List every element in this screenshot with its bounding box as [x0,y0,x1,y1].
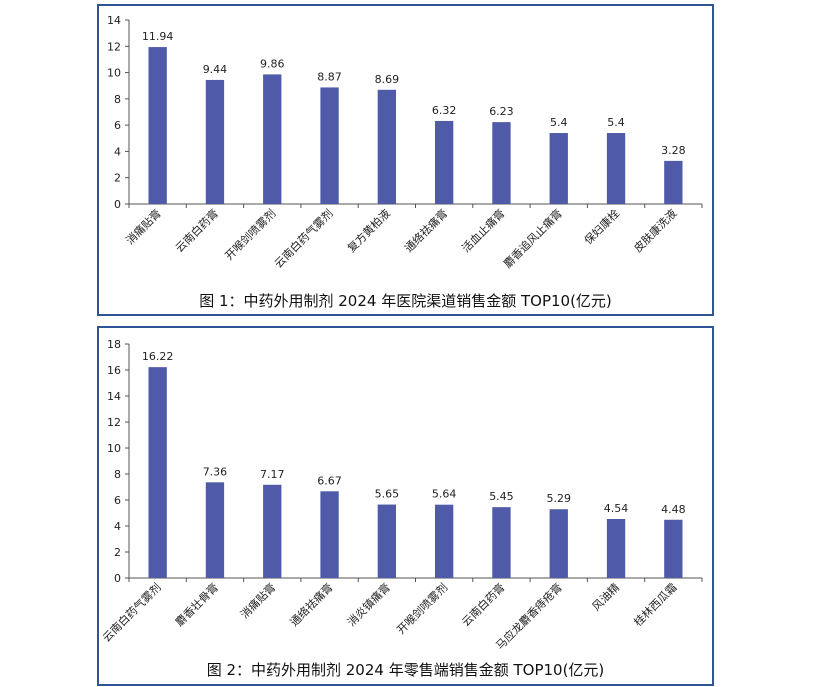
chart2-y-tick-label: 2 [114,546,121,559]
chart1-data-label: 6.23 [489,105,514,118]
chart2-x-tick-label: 麝香壮骨膏 [172,580,221,629]
chart2-bar [606,518,626,578]
chart1-bar [205,79,225,204]
chart1-bar [377,89,397,204]
chart1-y-tick-label: 6 [114,119,121,132]
chart2-bar [320,491,339,578]
chart1-data-label: 11.94 [142,30,174,43]
chart1-data-label: 8.69 [375,73,400,86]
chart1-bar [606,133,626,204]
chart2-data-label: 16.22 [142,350,174,363]
chart2-data-label: 5.29 [547,492,572,505]
chart2-x-tick-label: 消炎镇痛膏 [344,580,393,629]
chart-1-caption: 图 1：中药外用制剂 2024 年医院渠道销售金额 TOP10(亿元) [199,292,612,310]
chart1-y-tick-label: 4 [114,145,121,158]
chart2-y-tick-label: 14 [107,390,121,403]
chart2-data-label: 7.36 [203,465,228,478]
chart2-y-tick-label: 18 [107,338,121,351]
chart2-bar [205,482,225,578]
chart-1: 0 2 4 6 8 10 12 14 11.94 消痛贴膏 9.44 云南白药膏 9.86 开喉剑喷雾剂 8… [107,14,703,271]
chart1-y-tick-label: 2 [114,172,121,185]
chart1-x-tick-label: 复方黄柏液 [344,206,393,255]
chart1-data-label: 5.4 [550,116,568,129]
chart1-y-tick-label: 10 [107,67,121,80]
chart1-y-tick-label: 12 [107,40,121,53]
chart1-x-tick-label: 保妇康栓 [581,206,622,247]
chart1-y-tick-label: 8 [114,93,121,106]
chart1-y-tick-label: 14 [107,14,121,27]
chart1-data-label: 9.86 [260,57,285,70]
chart2-x-tick-label: 桂林西瓜霜 [631,580,680,629]
chart2-bar [148,367,167,578]
chart2-bar [492,507,511,578]
chart1-bar [434,120,454,204]
chart2-y-tick-label: 16 [107,364,121,377]
chart2-data-label: 5.65 [375,488,400,501]
chart-panel-2: 0 2 4 6 8 10 12 14 16 18 16.22 云南白药气雾剂 7.36 麝香壮骨膏 7.17… [97,326,714,686]
chart1-data-label: 9.44 [203,63,228,76]
chart2-x-tick-label: 开喉剑喷雾剂 [394,580,451,637]
chart1-x-tick-label: 云南白药气雾剂 [271,206,335,270]
chart1-bar [320,87,339,204]
chart2-data-label: 5.45 [489,490,514,503]
chart1-x-tick-label: 活血止痛膏 [459,206,508,255]
chart1-data-label: 3.28 [661,144,686,157]
chart1-data-label: 8.87 [317,70,342,83]
chart-2-caption: 图 2：中药外用制剂 2024 年零售端销售金额 TOP10(亿元) [206,661,605,679]
chart2-x-tick-label: 通络祛痛膏 [287,580,336,629]
chart2-bar [434,504,454,578]
chart1-bar [492,122,511,204]
chart2-data-label: 7.17 [260,468,285,481]
chart2-y-tick-label: 0 [114,572,121,585]
chart2-x-tick-label: 风油精 [589,580,622,613]
chart1-x-tick-label: 云南白药膏 [172,206,221,255]
chart1-data-label: 5.4 [607,116,625,129]
chart2-y-tick-label: 12 [107,416,121,429]
chart2-bar [664,519,683,578]
chart1-data-label: 6.32 [432,104,457,117]
chart2-data-label: 4.48 [661,503,686,516]
chart1-bar [148,47,167,205]
chart-2: 0 2 4 6 8 10 12 14 16 18 16.22 云南白药气雾剂 7.36 麝香壮骨膏 7.17… [99,338,703,652]
chart1-x-tick-label: 消痛贴膏 [123,206,164,247]
chart2-data-label: 6.67 [317,474,342,487]
chart1-x-tick-label: 开喉剑喷雾剂 [222,206,279,263]
chart2-y-tick-label: 10 [107,442,121,455]
chart2-x-tick-label: 云南白药气雾剂 [99,580,163,644]
chart1-bar [263,74,282,204]
chart2-x-tick-label: 消痛贴膏 [237,580,278,621]
chart1-bar [664,160,683,204]
chart2-data-label: 5.64 [432,488,457,501]
chart2-bar [549,509,568,578]
chart1-x-tick-label: 皮肤康洗液 [631,206,680,255]
chart2-bar [263,484,282,578]
chart1-x-tick-label: 麝香追风止痛膏 [501,206,565,270]
chart2-y-tick-label: 6 [114,494,121,507]
chart1-x-tick-label: 通络祛痛膏 [401,206,450,255]
chart2-data-label: 4.54 [604,502,629,515]
chart2-x-tick-label: 云南白药膏 [459,580,508,629]
chart1-bar [549,133,568,204]
chart2-y-tick-label: 4 [114,520,121,533]
chart2-y-tick-label: 8 [114,468,121,481]
chart2-bar [377,504,397,578]
chart1-y-tick-label: 0 [114,198,121,211]
chart-panel-1: 0 2 4 6 8 10 12 14 11.94 消痛贴膏 9.44 云南白药膏 9.86 开喉剑喷雾剂 8… [97,4,714,316]
